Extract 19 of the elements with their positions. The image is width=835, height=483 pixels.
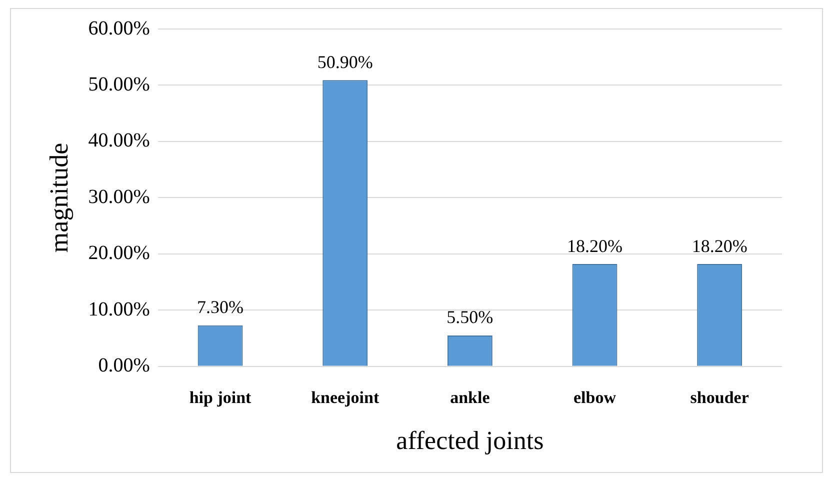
y-tick-label: 60.00% xyxy=(88,17,150,40)
y-tick-label: 50.00% xyxy=(88,73,150,96)
x-tick-label: shouder xyxy=(690,388,750,407)
x-tick-label: ankle xyxy=(450,388,490,407)
data-label: 18.20% xyxy=(692,236,748,256)
data-label: 5.50% xyxy=(446,307,494,328)
data-label: 7.30% xyxy=(197,297,244,318)
x-axis-title: affected joints xyxy=(396,426,544,456)
y-tick-label: 20.00% xyxy=(88,242,150,264)
data-label: 50.90% xyxy=(317,52,373,72)
y-axis-title: magnitude xyxy=(44,142,74,253)
x-tick-label: kneejoint xyxy=(311,388,380,407)
x-tick-label: elbow xyxy=(574,388,617,407)
y-tick-label: 10.00% xyxy=(88,298,150,320)
y-tick-label: 0.00% xyxy=(98,354,150,377)
y-tick-label: 30.00% xyxy=(88,186,150,208)
x-tick-label: hip joint xyxy=(189,388,252,407)
y-tick-label: 40.00% xyxy=(88,130,150,152)
data-label: 18.20% xyxy=(567,236,623,256)
